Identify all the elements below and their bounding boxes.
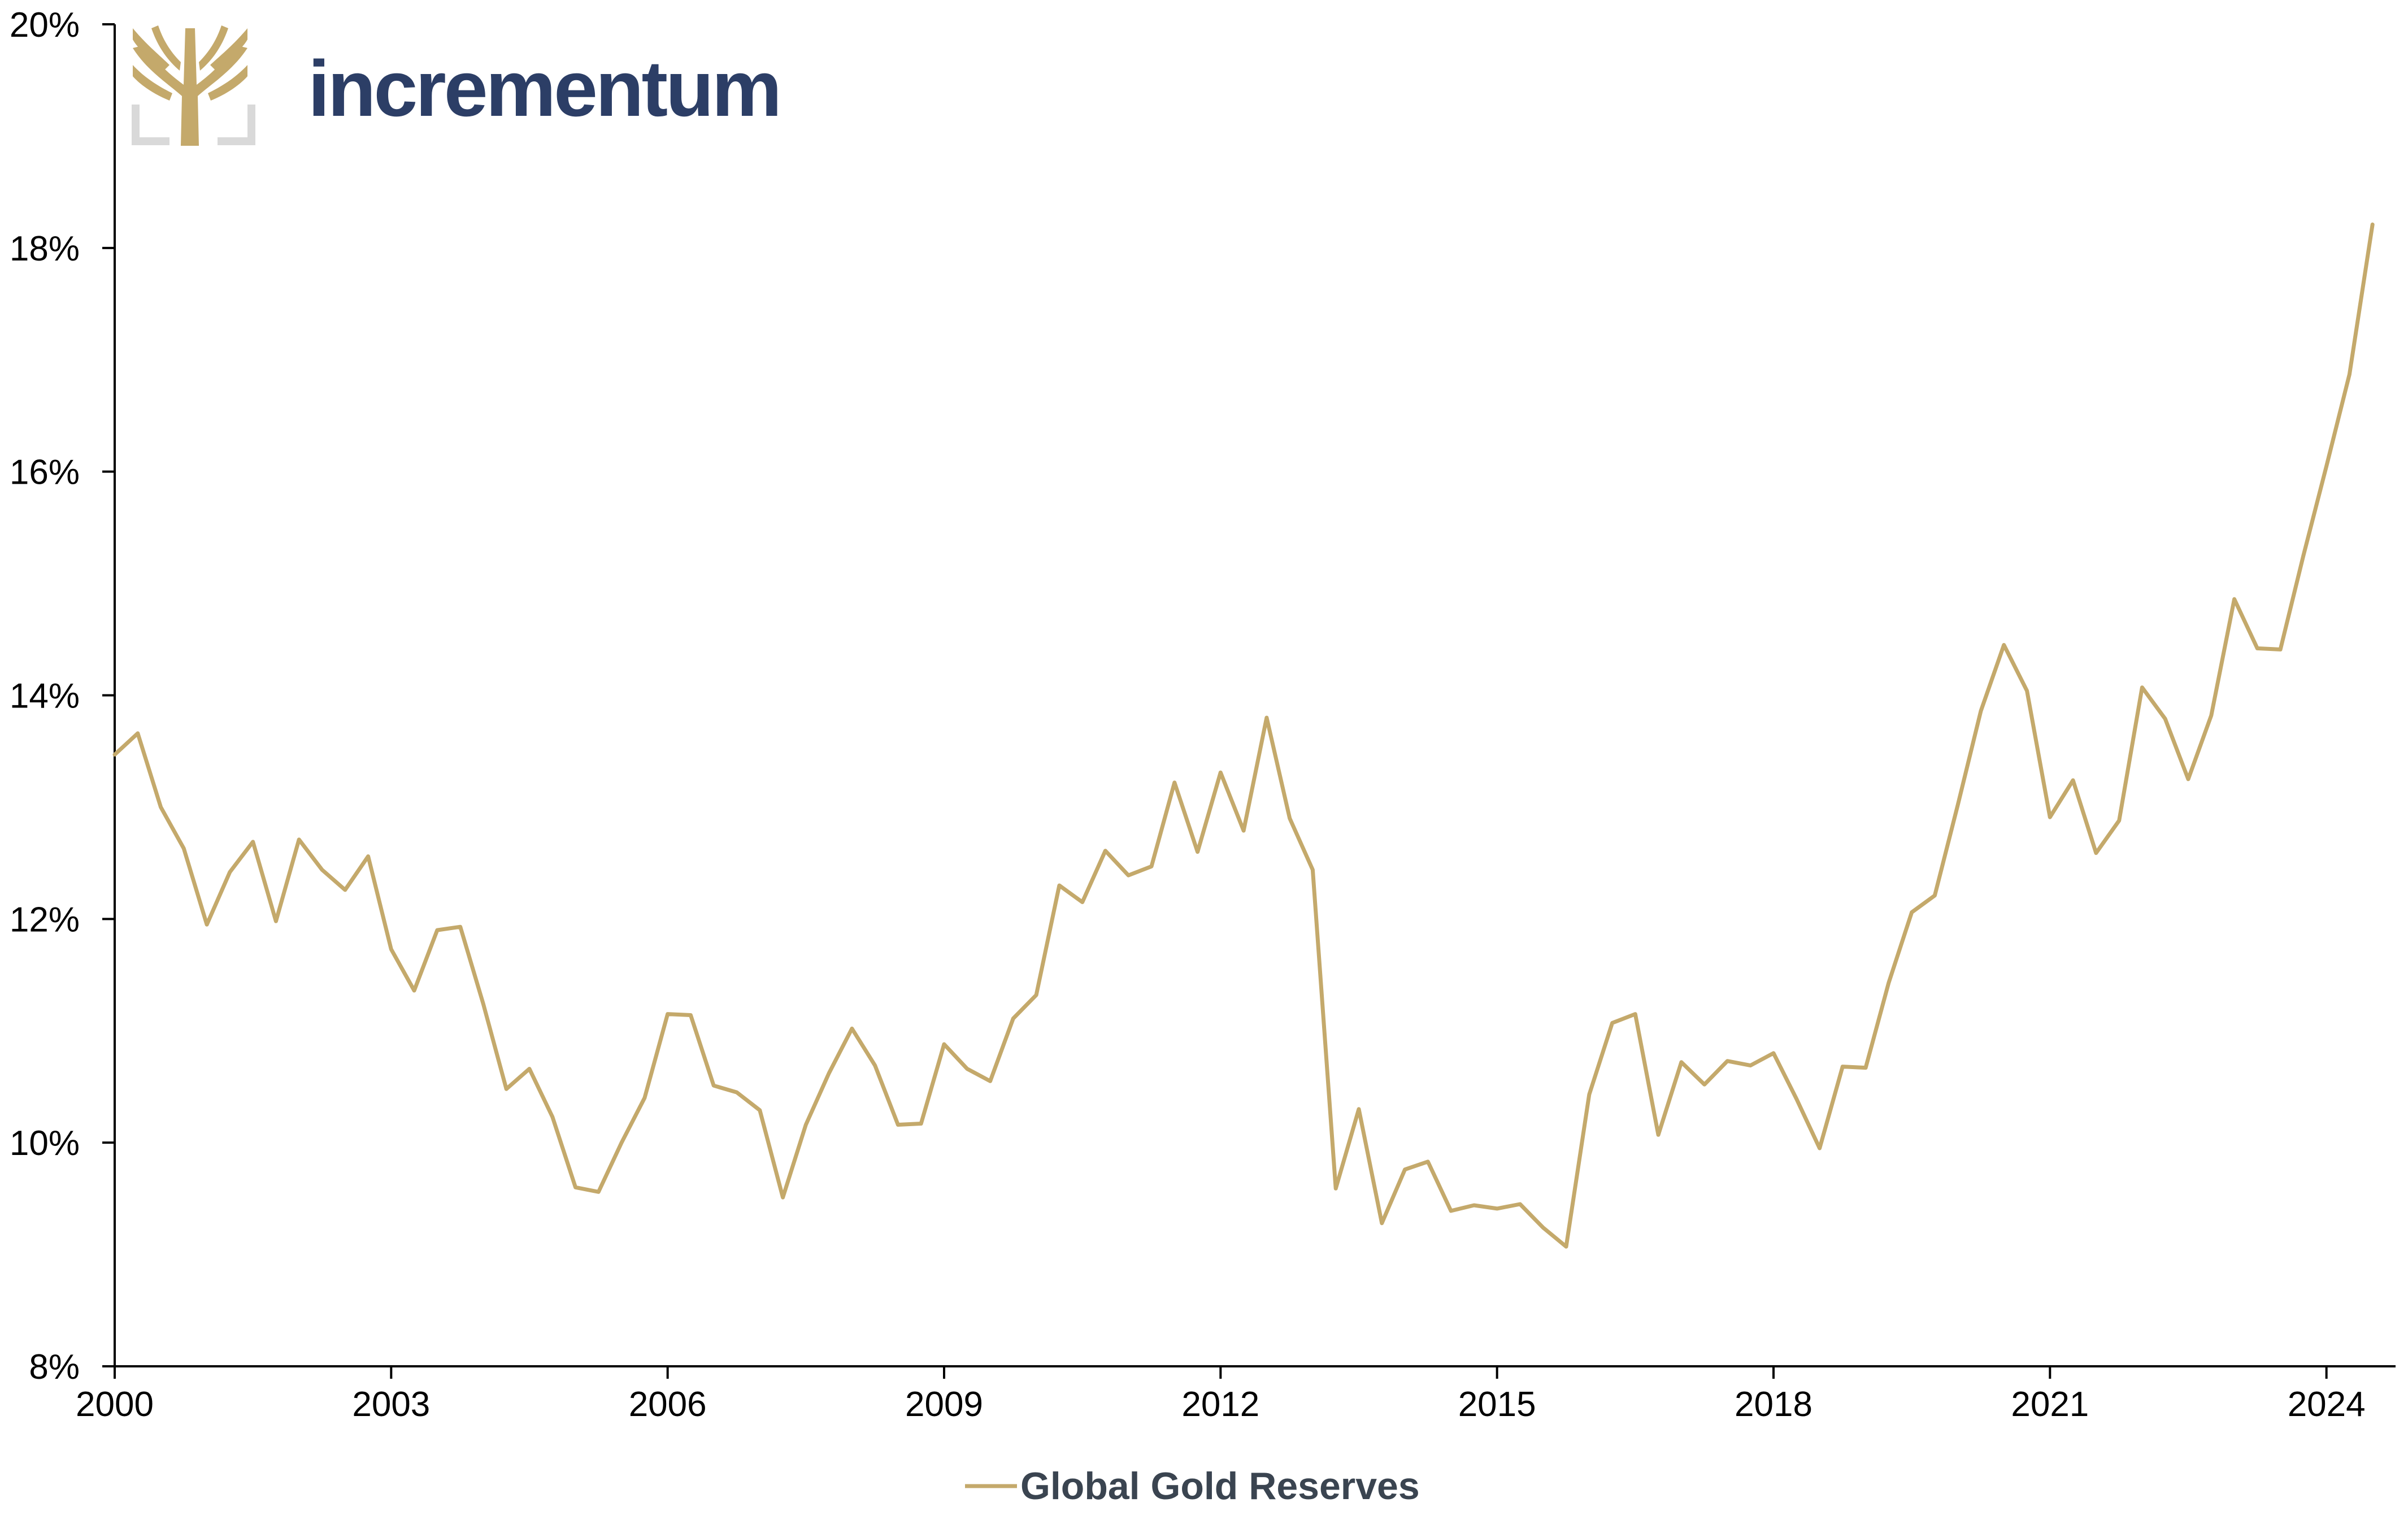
x-tick-label: 2018 [1735,1385,1812,1424]
x-tick-label: 2000 [76,1385,154,1424]
y-tick-label: 20% [10,6,80,45]
legend: Global Gold Reserves [965,1465,1420,1508]
x-tick-label: 2015 [1458,1385,1536,1424]
y-tick-label: 12% [10,900,80,939]
y-tick-label: 14% [10,677,80,716]
x-tick-label: 2003 [352,1385,430,1424]
brand-name: incrementum [308,44,780,133]
y-tick-label: 10% [10,1124,80,1163]
x-tick-label: 2006 [629,1385,707,1424]
x-axis-ticks: 2000 2003 2006 2009 2012 2015 2018 2021 2024 [76,1366,2366,1424]
brand-logo: incrementum [132,25,782,146]
x-tick-label: 2009 [905,1385,983,1424]
tree-emblem-icon [132,25,255,146]
logo-bracket [132,105,255,145]
x-tick-label: 2024 [2288,1385,2366,1424]
x-tick-label: 2021 [2011,1385,2089,1424]
y-axis-ticks: 8% 10% 12% 14% 16% 18% 20% [10,6,115,1387]
series-line-global-gold-reserves [112,222,2375,1249]
legend-label: Global Gold Reserves [1020,1465,1420,1508]
y-tick-label: 16% [10,453,80,492]
y-tick-label: 8% [29,1348,80,1387]
x-tick-label: 2012 [1181,1385,1259,1424]
y-tick-label: 18% [10,229,80,268]
